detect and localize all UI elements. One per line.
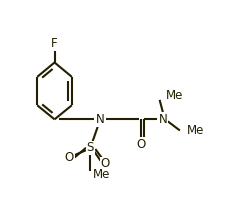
Text: O: O: [136, 138, 146, 151]
Text: O: O: [65, 151, 74, 164]
Text: Me: Me: [93, 168, 110, 181]
Text: F: F: [51, 37, 58, 51]
Text: N: N: [159, 113, 168, 126]
Text: N: N: [96, 113, 105, 126]
Text: Me: Me: [187, 124, 204, 137]
Text: Me: Me: [166, 89, 184, 102]
Text: S: S: [87, 141, 94, 154]
Text: O: O: [100, 157, 110, 170]
